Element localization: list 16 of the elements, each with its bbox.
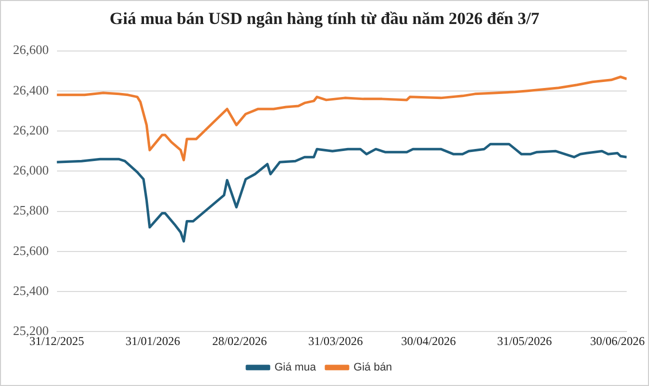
legend-label: Giá bán xyxy=(354,362,392,374)
y-tick-label: 25,800 xyxy=(13,202,49,218)
y-tick-label: 26,200 xyxy=(13,122,49,138)
x-tick-label: 30/06/2026 xyxy=(590,334,645,348)
y-tick-label: 26,400 xyxy=(13,82,49,98)
y-tick-label: 26,000 xyxy=(13,162,49,178)
x-tick-label: 31/01/2026 xyxy=(125,334,180,348)
x-tick-label: 31/05/2026 xyxy=(497,334,552,348)
x-tick-label: 30/04/2026 xyxy=(401,334,456,348)
x-tick-label: 31/03/2026 xyxy=(308,334,363,348)
y-tick-label: 25,600 xyxy=(13,242,49,258)
chart-title: Giá mua bán USD ngân hàng tính từ đầu năm 2026 đến 3/7 xyxy=(108,9,540,29)
y-tick-label: 25,400 xyxy=(13,282,49,298)
y-tick-label: 26,600 xyxy=(13,42,49,58)
legend-label: Giá mua xyxy=(274,362,317,374)
x-tick-label: 28/02/2026 xyxy=(212,334,267,348)
